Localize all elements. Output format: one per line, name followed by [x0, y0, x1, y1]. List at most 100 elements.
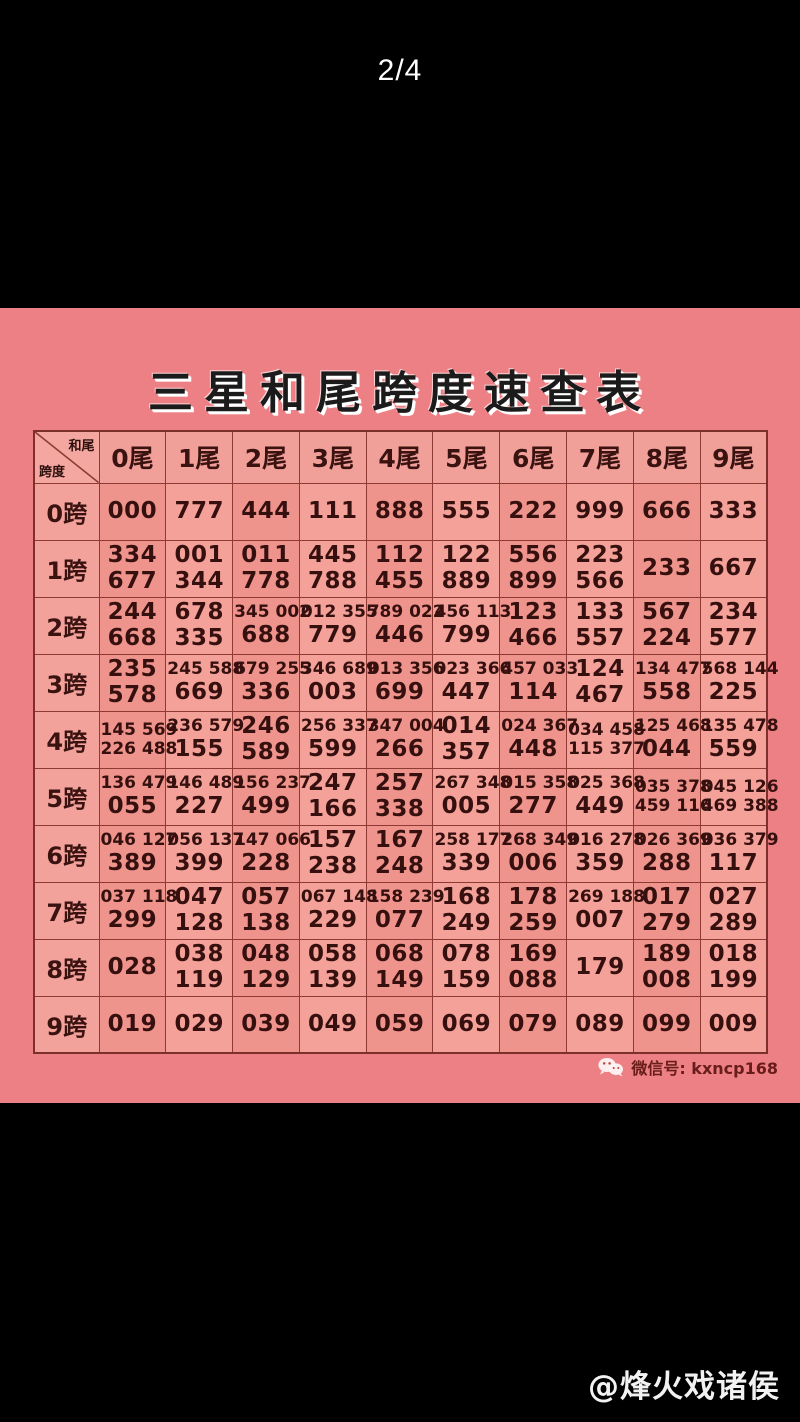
cell-r2-c0: 244 668	[98, 596, 167, 655]
cell-value-line: 999	[575, 498, 625, 525]
cell-r4-c5: 014 357	[432, 710, 501, 769]
cell-lines: 026 369 288	[635, 831, 712, 875]
cell-r4-c3: 256 337 599	[298, 710, 378, 769]
cell-value-line: 048	[241, 941, 291, 968]
cell-value-line: 346 689	[300, 659, 378, 680]
cell-value-line: 069	[441, 1010, 492, 1037]
cell-lines: 245 588 669	[167, 660, 244, 704]
cell-r0-c5: 555	[432, 482, 501, 541]
column-header-9: 9尾	[699, 430, 768, 484]
cell-value-line: 024 367	[501, 716, 579, 737]
cell-r3-c1: 245 588 669	[165, 653, 244, 712]
cell-value-line: 246	[241, 713, 291, 740]
cell-value-line: 688	[241, 621, 291, 648]
cell-lines: 667	[702, 556, 765, 581]
cell-r0-c4: 888	[365, 482, 434, 541]
cell-lines: 236 579 155	[167, 716, 245, 761]
cell-value-line: 236 579	[167, 716, 245, 737]
cell-r7-c5: 168 249	[432, 881, 501, 940]
cell-lines: 146 489 227	[167, 774, 244, 818]
cell-r9-c9: 009	[699, 995, 768, 1054]
cell-r3-c2: 679 255 336	[232, 653, 311, 712]
cell-value-line: 005	[441, 792, 492, 819]
cell-r7-c0: 037 118 299	[98, 881, 177, 940]
cell-r5-c3: 247 166	[298, 767, 367, 826]
cell-value-line: 256 337	[300, 716, 378, 737]
cell-lines: 556 899	[501, 543, 565, 594]
cell-r2-c5: 456 113 799	[432, 596, 511, 655]
cell-lines: 257 338	[368, 771, 432, 822]
cell-value-line: 389	[107, 849, 158, 876]
cell-lines: 056 137 399	[167, 831, 244, 875]
cell-lines: 189 008	[635, 942, 699, 993]
cell-lines: 016 278 359	[568, 831, 645, 875]
cell-lines: 028	[101, 955, 165, 980]
cell-r3-c4: 013 356 699	[365, 653, 445, 712]
table-row: 5跨 136 479 055 146 489 227 156 237 499 247 166 25…	[33, 767, 779, 826]
cell-value-line: 099	[642, 1010, 692, 1037]
cell-value-line: 159	[441, 967, 492, 993]
cell-r6-c5: 258 177 339	[432, 824, 511, 883]
cell-lines: 068 149	[368, 942, 432, 993]
cell-lines: 125 468 044	[635, 717, 712, 761]
wechat-id-label: 微信号: kxncp168	[631, 1059, 778, 1078]
cell-r1-c0: 334 677	[98, 539, 167, 598]
cell-value-line: 559	[708, 735, 759, 762]
cell-value-line: 199	[708, 967, 759, 993]
cell-lines: 035 378 459 116	[634, 777, 712, 816]
cell-value-line: 029	[174, 1010, 224, 1037]
cell-value-line: 156 237	[234, 773, 311, 794]
cell-lines: 445 788	[301, 543, 365, 594]
cell-lines: 678 335	[167, 600, 231, 651]
cell-value-line: 015 358	[501, 773, 579, 794]
cell-r9-c5: 069	[432, 995, 501, 1054]
lookup-table: 和尾 跨度 0尾 1尾 2尾 3尾 4尾 5尾 6尾 7尾 8尾 9尾 0跨 000 777 444 11…	[33, 430, 779, 1054]
cell-value-line: 079	[508, 1010, 558, 1037]
cell-value-line: 014	[441, 713, 492, 740]
row-header-8: 8跨	[33, 938, 100, 997]
cell-value-line: 166	[308, 796, 358, 822]
cell-r8-c7: 179	[566, 938, 634, 997]
cell-lines: 223 566	[568, 543, 632, 594]
cell-r8-c3: 058 139	[298, 938, 367, 997]
cell-r4-c0: 145 569 226 488	[98, 710, 177, 769]
cell-lines: 025 368 449	[568, 774, 645, 818]
cell-value-line: 224	[642, 625, 692, 651]
cell-r3-c6: 457 033 114	[499, 653, 578, 712]
cell-r8-c9: 018 199	[699, 938, 768, 997]
cell-value-line: 357	[441, 739, 492, 765]
cell-value-line: 889	[441, 568, 492, 594]
cell-lines: 011 778	[234, 543, 298, 594]
cell-value-line: 088	[508, 967, 558, 993]
page-title: 三星和尾跨度速查表	[147, 366, 652, 419]
row-header-4: 4跨	[33, 710, 100, 769]
cell-r0-c3: 111	[298, 482, 367, 541]
cell-value-line: 001	[174, 542, 224, 569]
column-header-1: 1尾	[165, 430, 234, 484]
cell-r7-c7: 269 188 007	[566, 881, 645, 940]
column-header-3: 3尾	[298, 430, 367, 484]
cell-value-line: 017	[642, 884, 692, 911]
cell-value-line: 233	[642, 555, 692, 582]
cell-r7-c2: 057 138	[232, 881, 300, 940]
cell-r5-c4: 257 338	[365, 767, 434, 826]
cell-value-line: 036 379	[701, 830, 779, 851]
cell-r5-c0: 136 479 055	[98, 767, 177, 826]
cell-r0-c0: 000	[98, 482, 167, 541]
wechat-credit: 微信号: kxncp168	[598, 1055, 778, 1079]
cell-value-line: 003	[308, 678, 358, 705]
cell-value-line: 018	[708, 941, 759, 968]
cell-lines: 233	[635, 556, 699, 581]
cell-r3-c8: 134 477 558	[632, 653, 712, 712]
cell-value-line: 047	[174, 884, 224, 911]
cell-value-line: 459 116	[634, 796, 712, 816]
cell-r8-c5: 078 159	[432, 938, 501, 997]
cell-value-line: 138	[241, 910, 291, 936]
cell-r1-c9: 667	[699, 539, 768, 598]
cell-value-line: 128	[174, 910, 224, 936]
cell-value-line: 799	[441, 621, 492, 648]
cell-value-line: 589	[241, 739, 291, 765]
watermark: @烽火戏诸侯	[588, 1369, 780, 1405]
cell-lines: 258 177 339	[434, 831, 511, 875]
